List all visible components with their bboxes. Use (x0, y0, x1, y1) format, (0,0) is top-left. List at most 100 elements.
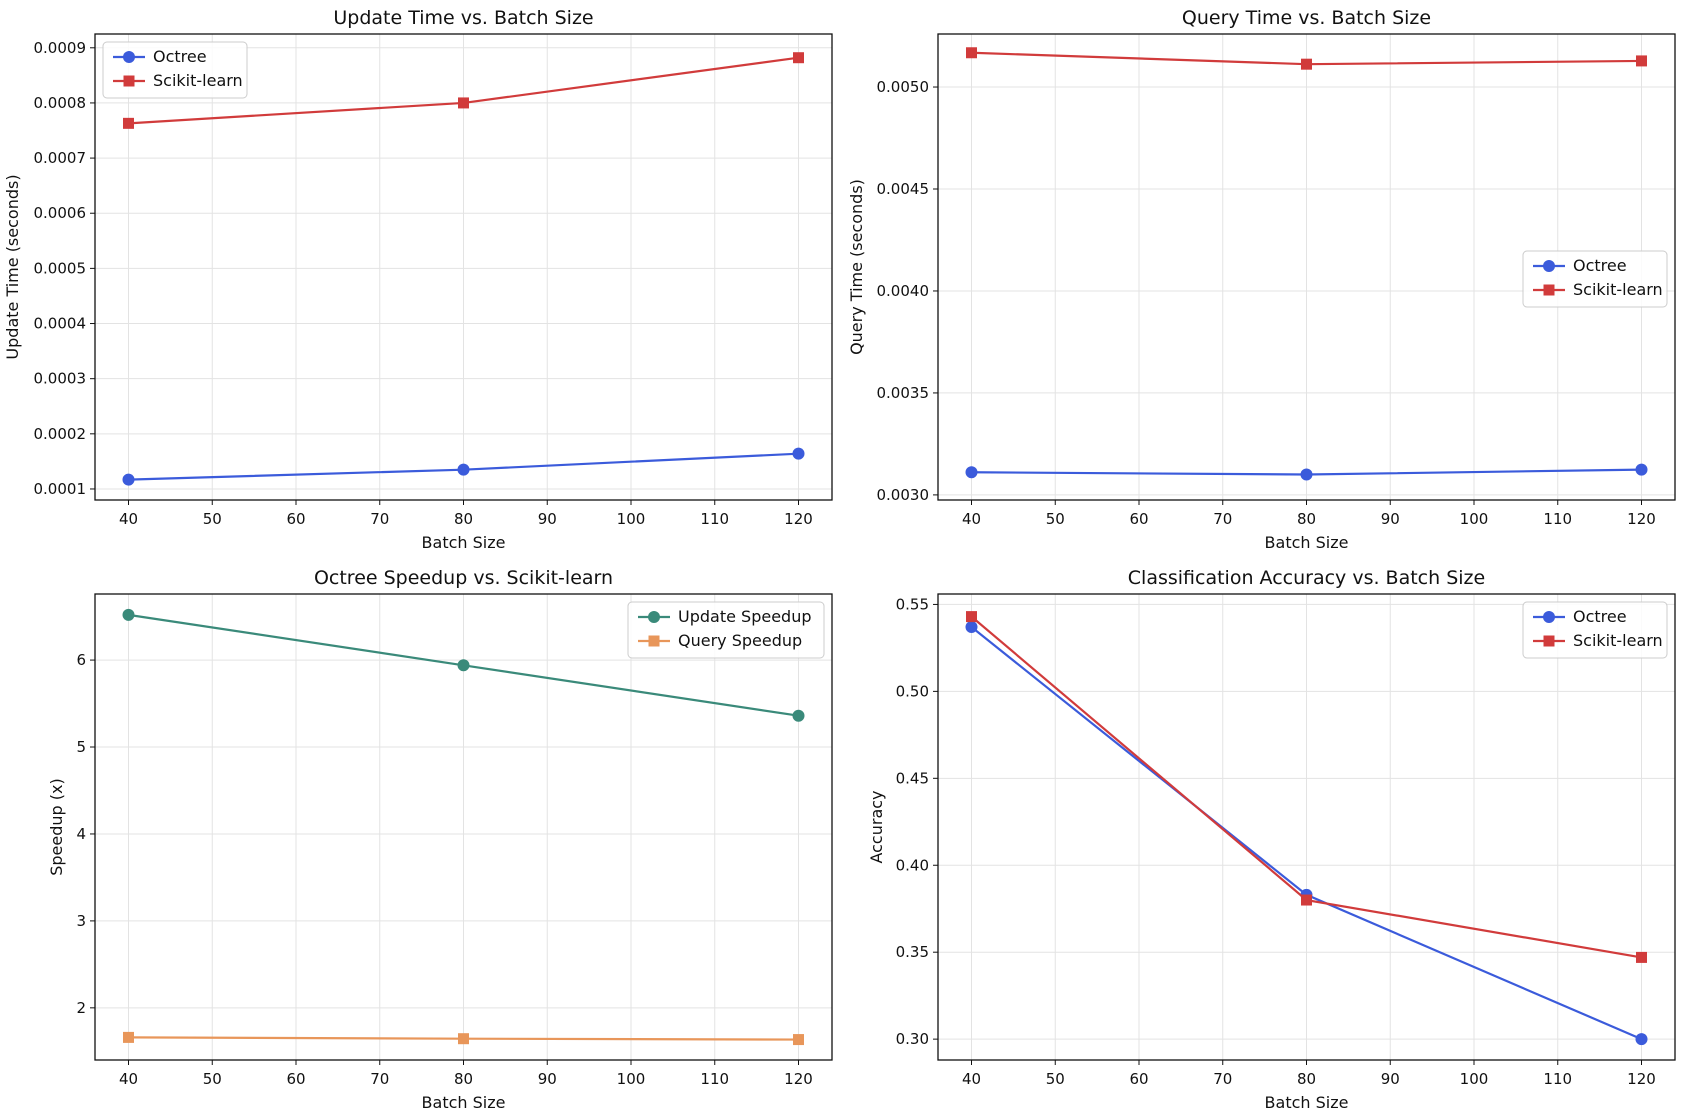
x-tick-label: 80 (1297, 1070, 1316, 1088)
x-tick-label: 70 (1213, 510, 1232, 528)
chart-query-time: Query Time vs. Batch Size Batch Size Que… (847, 7, 1676, 552)
series-octree (965, 463, 1648, 481)
y-tick-label: 0.0001 (34, 480, 87, 498)
x-tick-label: 80 (1297, 510, 1316, 528)
data-point (123, 1031, 134, 1043)
x-axis-label: Batch Size (422, 1093, 506, 1112)
data-point (458, 97, 469, 109)
legend-swatch-marker (648, 611, 660, 623)
x-tick-label: 80 (454, 1070, 473, 1088)
x-tick-label: 110 (1543, 1070, 1572, 1088)
x-tick-label: 120 (1627, 510, 1656, 528)
series-query-speedup (123, 1031, 804, 1046)
x-tick-label: 50 (1046, 510, 1065, 528)
x-tick-label: 40 (962, 510, 981, 528)
legend-label-scikit-learn: Scikit-learn (153, 71, 243, 90)
legend-swatch-marker (123, 75, 135, 87)
y-tick-label: 6 (76, 651, 86, 669)
legend-swatch-marker (1543, 260, 1555, 272)
x-tick-label: 100 (617, 1070, 646, 1088)
y-axis-label: Speedup (x) (47, 778, 66, 876)
data-point (792, 447, 805, 460)
x-axis-label: Batch Size (1265, 533, 1349, 552)
legend-label-octree: Octree (1573, 607, 1627, 626)
legend-label-scikit-learn: Scikit-learn (1573, 631, 1663, 650)
x-tick-label: 40 (119, 1070, 138, 1088)
y-axis-label: Query Time (seconds) (847, 179, 866, 355)
x-tick-label: 50 (1046, 1070, 1065, 1088)
legend-swatch-marker (1543, 611, 1555, 623)
data-point (793, 52, 804, 64)
legend: Update Speedup Query Speedup (627, 601, 825, 659)
data-point (122, 608, 135, 621)
y-axis: 0.30 0.35 0.40 0.45 0.50 0.55 (896, 595, 938, 1048)
series-scikit-learn (966, 47, 1647, 70)
y-tick-label: 5 (76, 738, 86, 756)
y-tick-label: 0.0005 (34, 259, 87, 277)
legend: Octree Scikit-learn (1522, 601, 1668, 659)
data-point (1636, 55, 1647, 67)
y-tick-label: 0.0007 (34, 149, 87, 167)
series-scikit-learn (123, 52, 804, 129)
x-tick-label: 120 (784, 1070, 813, 1088)
y-tick-label: 0.55 (896, 595, 929, 613)
x-tick-label: 100 (1460, 510, 1489, 528)
data-point (1635, 1033, 1648, 1046)
grid (938, 34, 1675, 500)
legend-label-octree: Octree (1573, 256, 1627, 275)
chart-title: Octree Speedup vs. Scikit-learn (314, 567, 613, 589)
chart-accuracy: Classification Accuracy vs. Batch Size B… (867, 567, 1676, 1112)
x-tick-label: 70 (1213, 1070, 1232, 1088)
y-tick-label: 4 (76, 825, 86, 843)
x-tick-label: 120 (784, 510, 813, 528)
chart-title: Query Time vs. Batch Size (1182, 7, 1431, 29)
data-point (793, 1034, 804, 1046)
y-axis: 2 3 4 5 6 (76, 651, 95, 1017)
legend-frame (627, 601, 825, 659)
chart-update-time: Update Time vs. Batch Size Batch Size Up… (3, 7, 833, 552)
series-update-speedup (122, 608, 805, 722)
data-point (122, 473, 135, 486)
legend-label-scikit-learn: Scikit-learn (1573, 280, 1663, 299)
x-tick-label: 90 (538, 510, 557, 528)
x-tick-label: 90 (1381, 510, 1400, 528)
y-tick-label: 0.0004 (34, 315, 87, 333)
y-tick-label: 2 (76, 999, 86, 1017)
y-tick-label: 0.0002 (34, 425, 87, 443)
data-point (457, 463, 470, 476)
x-tick-label: 90 (538, 1070, 557, 1088)
data-point (965, 466, 978, 479)
x-tick-label: 60 (286, 510, 305, 528)
x-axis-label: Batch Size (1265, 1093, 1349, 1112)
y-axis: 0.0001 0.0002 0.0003 0.0004 0.0005 0.0006 0.00… (34, 39, 95, 498)
y-tick-label: 0.0008 (34, 94, 87, 112)
data-point (792, 709, 805, 722)
chart-title: Update Time vs. Batch Size (333, 7, 593, 29)
data-point (1636, 951, 1647, 963)
x-tick-label: 50 (203, 1070, 222, 1088)
y-tick-label: 0.0050 (877, 78, 930, 96)
x-tick-label: 90 (1381, 1070, 1400, 1088)
grid (95, 594, 832, 1060)
y-tick-label: 0.0009 (34, 39, 87, 57)
legend: Octree Scikit-learn (102, 41, 248, 99)
x-tick-label: 100 (617, 510, 646, 528)
x-tick-label: 110 (1543, 510, 1572, 528)
x-tick-label: 60 (1129, 1070, 1148, 1088)
data-point (123, 117, 134, 129)
x-tick-label: 80 (454, 510, 473, 528)
data-point (1300, 468, 1313, 481)
chart-speedup: Octree Speedup vs. Scikit-learn Batch Si… (47, 567, 833, 1112)
x-axis: 40 50 60 70 80 90 100 110 120 (962, 1060, 1656, 1088)
y-axis-label: Update Time (seconds) (3, 174, 22, 359)
legend-label-octree: Octree (153, 47, 207, 66)
data-point (457, 659, 470, 672)
y-tick-label: 0.0035 (877, 384, 930, 402)
y-tick-label: 0.0045 (877, 180, 930, 198)
data-point (1301, 58, 1312, 70)
chart-title: Classification Accuracy vs. Batch Size (1128, 567, 1485, 589)
x-tick-label: 120 (1627, 1070, 1656, 1088)
y-tick-label: 0.45 (896, 769, 929, 787)
legend-label-query-speedup: Query Speedup (678, 631, 802, 650)
